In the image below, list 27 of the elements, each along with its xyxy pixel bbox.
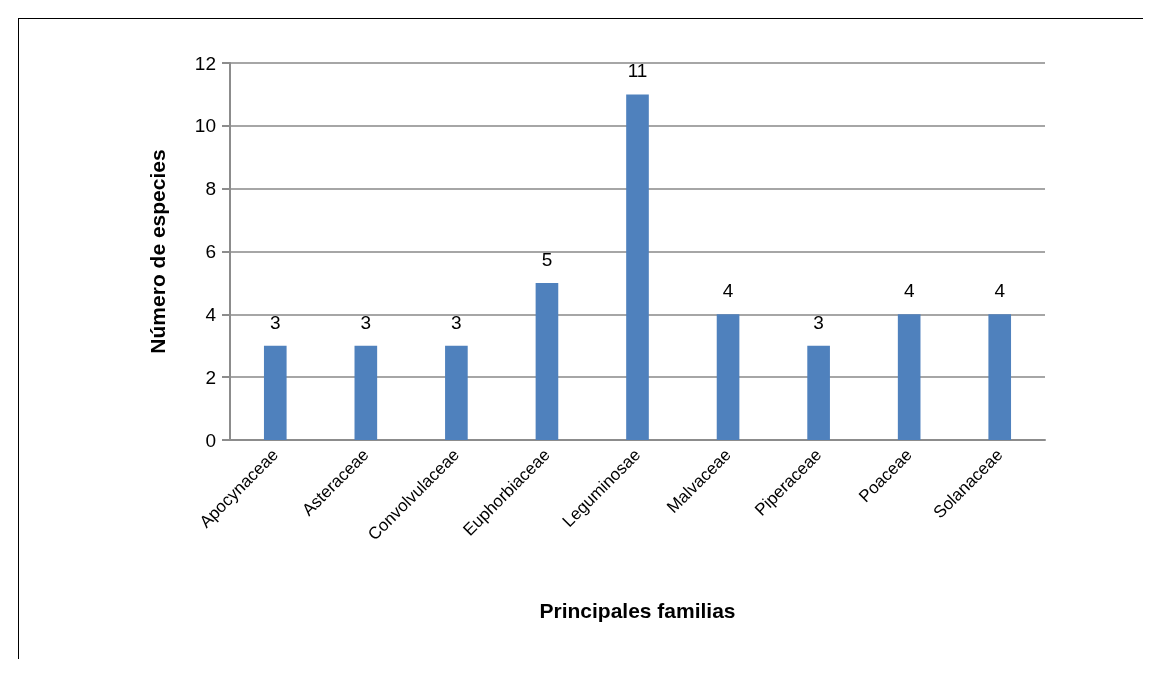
bar (897, 314, 921, 440)
data-label: 3 (269, 311, 281, 333)
bar (988, 314, 1012, 440)
bar (354, 345, 378, 440)
data-label: 3 (813, 311, 824, 333)
data-label: 3 (451, 311, 462, 333)
y-tick-label: 12 (194, 52, 216, 74)
bar (445, 345, 468, 440)
y-tick-label: 4 (205, 303, 217, 325)
bar (626, 94, 649, 440)
data-label: 11 (627, 60, 648, 82)
data-label: 4 (903, 280, 915, 302)
x-axis-title: Principales familias (539, 599, 736, 622)
y-tick-label: 6 (205, 241, 216, 262)
y-axis-title: Número de especies (146, 149, 169, 354)
bar (263, 345, 287, 440)
y-tick-label: 10 (194, 115, 216, 137)
bar (807, 345, 830, 440)
data-label: 4 (722, 280, 734, 302)
data-label: 4 (994, 280, 1006, 302)
data-label: 3 (360, 311, 372, 333)
y-tick-label: 0 (205, 429, 216, 451)
y-tick-label: 8 (205, 178, 216, 200)
y-tick-label: 2 (205, 366, 216, 388)
data-label: 5 (541, 248, 553, 270)
bar (535, 282, 559, 440)
bar (716, 314, 740, 440)
